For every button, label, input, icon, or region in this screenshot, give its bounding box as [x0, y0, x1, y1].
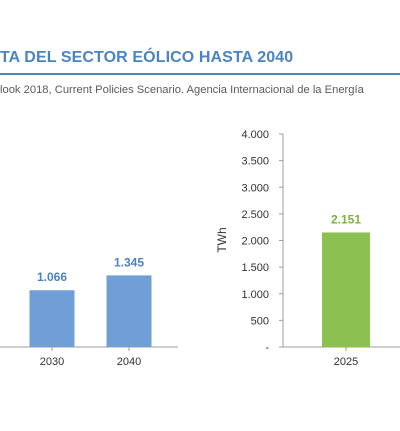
- title-rule: [0, 73, 400, 75]
- right-y-tick-label: 2.500: [241, 209, 269, 221]
- right-y-tick-label: 4.000: [241, 129, 269, 141]
- left-x-tick-label-2030: 2030: [40, 356, 64, 368]
- left-data-label-2040: 1.345: [114, 255, 144, 269]
- right-y-axis-title: TWh: [215, 227, 229, 252]
- right-x-tick-label-2025: 2025: [334, 356, 358, 368]
- right-data-label-2025: 2.151: [331, 212, 361, 226]
- right-y-tick-label: 1.500: [241, 262, 269, 274]
- right-y-tick-label: 2.000: [241, 236, 269, 248]
- right-y-tick-label: 3.000: [241, 182, 269, 194]
- left-bar-2030: [29, 290, 75, 347]
- header: TA DEL SECTOR EÓLICO HASTA 2040: [0, 40, 400, 76]
- left-bar-2040: [106, 275, 152, 347]
- right-y-tick-label: 500: [251, 315, 269, 327]
- right-bar-2025: [322, 232, 370, 347]
- left-data-label-2030: 1.066: [37, 270, 67, 284]
- chart-title: TA DEL SECTOR EÓLICO HASTA 2040: [0, 49, 294, 66]
- source-note: look 2018, Current Policies Scenario. Ag…: [0, 84, 364, 96]
- right-y-tick-label: 3.500: [241, 156, 269, 168]
- right-y-tick-label: -: [265, 342, 269, 354]
- left-x-tick-label-2040: 2040: [117, 356, 141, 368]
- right-y-tick-label: 1.000: [241, 289, 269, 301]
